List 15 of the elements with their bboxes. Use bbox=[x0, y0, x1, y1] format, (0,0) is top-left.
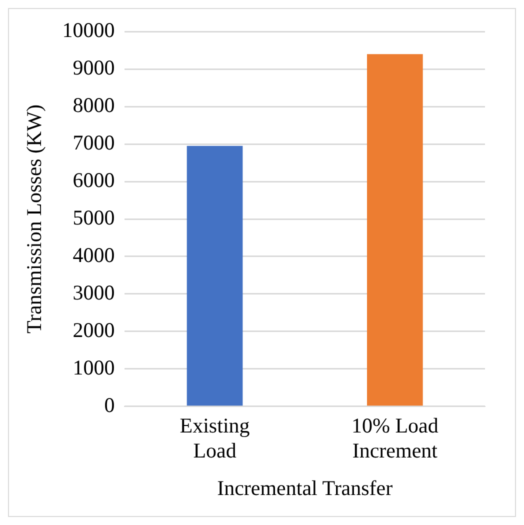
y-tick-label: 5000 bbox=[72, 206, 115, 230]
x-tick-label: 10% Load Increment bbox=[351, 414, 439, 463]
y-tick-label: 2000 bbox=[72, 318, 115, 342]
y-tick-label: 0 bbox=[104, 392, 115, 417]
y-tick-label: 1000 bbox=[72, 355, 115, 380]
y-tick-label: 8000 bbox=[72, 93, 115, 118]
y-tick-label: 9000 bbox=[72, 56, 115, 80]
y-tick-label: 7000 bbox=[72, 130, 115, 155]
y-tick-label: 3000 bbox=[72, 280, 115, 304]
y-axis-title: Transmission Losses (KW) bbox=[22, 104, 46, 334]
x-axis-title: Incremental Transfer bbox=[217, 476, 393, 500]
x-tick-label: Existing Load bbox=[180, 414, 250, 463]
y-tick-label: 10000 bbox=[62, 18, 115, 42]
y-tick-label: 6000 bbox=[72, 168, 115, 192]
y-tick-label: 4000 bbox=[72, 242, 115, 267]
